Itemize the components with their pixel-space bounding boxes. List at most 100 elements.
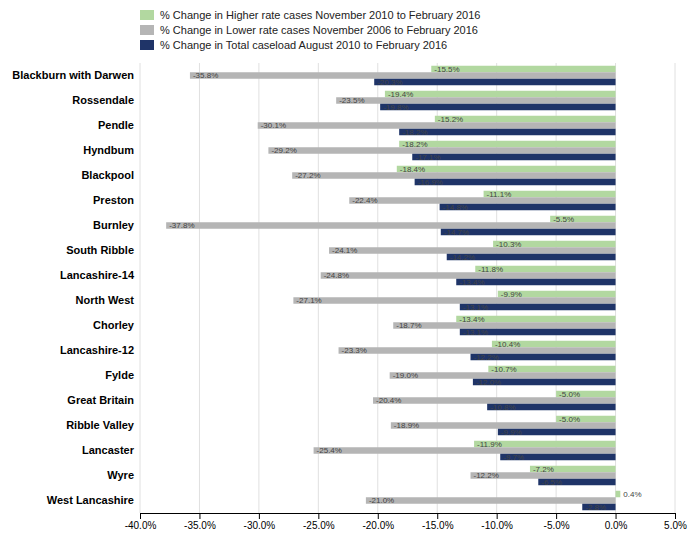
data-label: -15.2% xyxy=(438,115,463,124)
data-label: -18.2% xyxy=(402,128,427,137)
data-label: -13.4% xyxy=(459,278,484,287)
bar xyxy=(314,447,616,454)
bar xyxy=(397,166,616,173)
x-tick-mark xyxy=(318,513,319,519)
legend-item: % Change in Lower rate cases November 20… xyxy=(140,24,478,36)
x-tick-mark xyxy=(140,513,141,519)
data-label: -2.8% xyxy=(585,503,606,512)
data-label: -12.2% xyxy=(474,471,499,480)
x-tick-mark xyxy=(437,513,438,519)
data-label: -19.0% xyxy=(393,371,418,380)
x-tick-mark xyxy=(675,513,676,519)
data-label: -23.5% xyxy=(339,96,364,105)
y-tick-label: Ribble Valley xyxy=(66,419,135,431)
data-label: -9.9% xyxy=(501,428,522,437)
data-label: -16.9% xyxy=(418,178,443,187)
legend-swatch xyxy=(140,10,154,20)
y-tick: Lancaster xyxy=(82,444,140,456)
data-label: -21.0% xyxy=(369,496,394,505)
data-label: -27.2% xyxy=(295,171,320,180)
legend-item: % Change in Higher rate cases November 2… xyxy=(140,9,480,21)
x-tick-mark xyxy=(556,513,557,519)
data-label: -23.3% xyxy=(342,346,367,355)
x-tick-label: -5.0% xyxy=(544,520,570,531)
x-tick-label: -15.0% xyxy=(422,520,454,531)
bar-series xyxy=(385,66,620,498)
x-tick: -30.0% xyxy=(244,513,276,531)
data-label: -18.2% xyxy=(402,140,427,149)
x-tick: -25.0% xyxy=(303,513,335,531)
bar xyxy=(166,222,615,229)
data-label: -10.4% xyxy=(495,340,520,349)
x-tick-mark xyxy=(616,513,617,519)
data-label: -9.9% xyxy=(501,290,522,299)
x-tick-mark xyxy=(259,513,260,519)
bar xyxy=(366,497,616,504)
bar-series xyxy=(166,72,615,504)
data-label: -14.2% xyxy=(450,253,475,262)
y-tick-label: Lancashire-14 xyxy=(60,269,135,281)
bars xyxy=(166,66,620,511)
bar xyxy=(616,491,621,498)
data-label: -35.8% xyxy=(193,71,218,80)
y-tick: North West xyxy=(76,294,140,306)
data-label: -19.8% xyxy=(383,103,408,112)
data-label: -18.4% xyxy=(400,165,425,174)
y-tick: Chorley xyxy=(93,319,140,331)
y-tick-label: Great Britain xyxy=(67,394,134,406)
y-axis: Blackburn with Darwen Rossendale Pendle Hyn… xyxy=(12,69,140,506)
bar xyxy=(399,141,615,148)
data-label: -18.9% xyxy=(394,421,419,430)
grid-line xyxy=(675,63,676,513)
x-tick-label: -10.0% xyxy=(481,520,513,531)
legend-item: % Change in Total caseload August 2010 t… xyxy=(140,39,447,51)
y-tick-label: Rossendale xyxy=(72,94,134,106)
x-tick-label: -25.0% xyxy=(303,520,335,531)
data-label: -13.1% xyxy=(463,328,488,337)
data-label: -37.8% xyxy=(169,221,194,230)
bar xyxy=(385,91,616,98)
data-label: -15.5% xyxy=(434,65,459,74)
x-axis: -40.0%-35.0%-30.0%-25.0%-20.0%-15.0%-10.… xyxy=(125,513,687,531)
data-label: -11.8% xyxy=(478,265,503,274)
y-tick: Pendle xyxy=(98,119,140,131)
bar xyxy=(380,104,615,111)
y-tick: Fylde xyxy=(105,369,140,381)
data-label: -20.4% xyxy=(376,396,401,405)
chart-svg: -40.0%-35.0%-30.0%-25.0%-20.0%-15.0%-10.… xyxy=(0,0,697,541)
legend-label: % Change in Total caseload August 2010 t… xyxy=(160,39,447,51)
y-tick-label: Fylde xyxy=(105,369,134,381)
data-label: -19.4% xyxy=(388,90,413,99)
data-label: -5.5% xyxy=(553,215,574,224)
x-tick: -35.0% xyxy=(184,513,216,531)
data-label: -14.8% xyxy=(443,203,468,212)
y-tick-label: Wyre xyxy=(107,469,134,481)
legend: % Change in Higher rate cases November 2… xyxy=(140,9,480,51)
y-tick-label: Lancaster xyxy=(82,444,135,456)
bar xyxy=(190,72,616,79)
y-tick: Hyndbum xyxy=(83,144,140,156)
data-label: -10.7% xyxy=(491,365,516,374)
chart-container: -40.0%-35.0%-30.0%-25.0%-20.0%-15.0%-10.… xyxy=(0,0,697,541)
y-tick: Burnley xyxy=(93,219,140,231)
x-tick-mark xyxy=(497,513,498,519)
data-label: -27.1% xyxy=(296,296,321,305)
x-tick: -20.0% xyxy=(362,513,394,531)
y-tick-label: South Ribble xyxy=(66,244,134,256)
x-tick: -10.0% xyxy=(481,513,513,531)
data-label: 0.4% xyxy=(623,490,641,499)
data-label: -9.7% xyxy=(503,453,524,462)
data-label: -12.2% xyxy=(474,353,499,362)
x-tick-label: 5.0% xyxy=(664,520,687,531)
grid-line xyxy=(377,63,378,513)
data-label: -13.1% xyxy=(463,303,488,312)
bar-series xyxy=(374,79,615,511)
y-tick: Blackburn with Darwen xyxy=(12,69,140,81)
y-tick-label: Chorley xyxy=(93,319,135,331)
bar xyxy=(258,122,616,129)
bar xyxy=(412,154,615,161)
y-tick-label: Blackpool xyxy=(81,169,134,181)
data-label: -12.0% xyxy=(476,378,501,387)
x-tick-mark xyxy=(378,513,379,519)
data-label: -10.3% xyxy=(496,240,521,249)
